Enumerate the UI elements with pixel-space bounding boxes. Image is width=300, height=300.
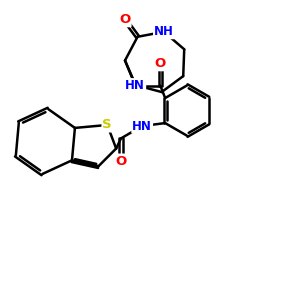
Text: HN: HN	[132, 119, 152, 133]
Text: S: S	[103, 118, 112, 131]
Text: HN: HN	[125, 79, 145, 92]
Text: O: O	[119, 13, 130, 26]
Text: NH: NH	[154, 25, 174, 38]
Text: O: O	[116, 154, 127, 168]
Text: O: O	[155, 57, 166, 70]
